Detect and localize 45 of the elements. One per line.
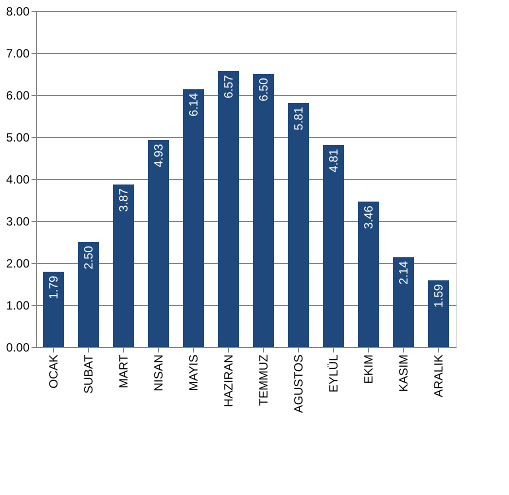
x-tick-label: HAZIRAN <box>222 354 236 408</box>
x-tick-label: MART <box>116 354 130 388</box>
x-tick-label: NISAN <box>152 354 166 392</box>
y-tick-label: 2.00 <box>6 256 30 270</box>
bar <box>323 144 344 347</box>
y-tick-label: 5.00 <box>6 130 30 144</box>
x-tick-label: EKIM <box>362 354 376 384</box>
bar <box>113 184 134 347</box>
y-tick-label: 4.00 <box>6 172 30 186</box>
y-tick-label: 6.00 <box>6 88 30 102</box>
data-label: 2.14 <box>396 260 410 284</box>
x-tick-label: OCAK <box>46 354 60 389</box>
data-label: 1.59 <box>432 284 446 308</box>
x-tick-label: KASIM <box>396 354 410 392</box>
data-label: 1.79 <box>46 276 60 300</box>
data-label: 6.14 <box>186 92 200 116</box>
bar <box>393 257 414 347</box>
bar <box>358 202 379 347</box>
bar <box>253 74 274 347</box>
data-label: 6.50 <box>256 78 270 102</box>
bar <box>148 140 169 347</box>
x-tick-label: MAYIS <box>186 354 200 391</box>
bar <box>78 242 99 347</box>
x-tick-label: EYLÜL <box>326 354 340 393</box>
data-label: 5.81 <box>292 106 306 130</box>
x-tick-label: ARALIK <box>432 354 446 398</box>
x-tick-label: SUBAT <box>82 354 96 394</box>
y-tick-label: 7.00 <box>6 46 30 60</box>
x-tick-label: AGUSTOS <box>292 354 306 413</box>
x-tick-label: TEMMUZ <box>256 354 270 406</box>
y-tick-label: 1.00 <box>6 298 30 312</box>
data-label: 6.57 <box>222 74 236 98</box>
bar <box>183 89 204 347</box>
y-tick-label: 0.00 <box>6 340 30 354</box>
data-label: 3.46 <box>362 205 376 230</box>
y-tick-label: 8.00 <box>6 4 30 18</box>
data-label: 4.81 <box>326 148 340 172</box>
data-label: 2.50 <box>82 246 96 270</box>
bar <box>43 272 64 347</box>
bar <box>288 102 309 347</box>
data-label: 4.93 <box>152 144 166 168</box>
y-tick-label: 3.00 <box>6 214 30 228</box>
bar <box>218 71 239 347</box>
data-label: 3.87 <box>116 188 130 212</box>
bar <box>428 280 449 347</box>
